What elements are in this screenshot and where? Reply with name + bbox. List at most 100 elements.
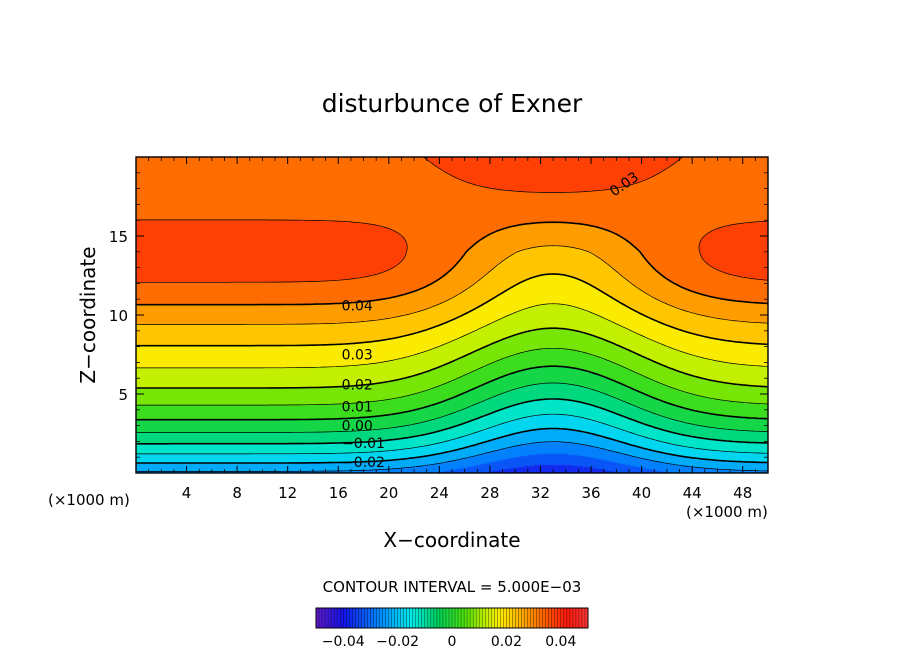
colorbar-segment bbox=[442, 608, 447, 628]
colorbar-segment bbox=[343, 608, 347, 628]
colorbar-segment bbox=[473, 608, 477, 628]
contour-line bbox=[136, 398, 768, 445]
colorbar-segment bbox=[581, 608, 586, 628]
contour-lines bbox=[136, 157, 768, 472]
colorbar-segment bbox=[316, 608, 320, 628]
colorbar-segment bbox=[488, 608, 492, 628]
colorbar-segment bbox=[340, 608, 344, 628]
colorbar-segment bbox=[376, 608, 380, 628]
x-tick-label: 16 bbox=[329, 484, 348, 502]
x-axis-label: X−coordinate bbox=[383, 528, 520, 552]
colorbar-segment bbox=[391, 608, 395, 628]
colorbar-segment bbox=[379, 608, 383, 628]
contour-line bbox=[136, 303, 768, 369]
colorbar-segment bbox=[328, 608, 332, 628]
colorbar-segment bbox=[572, 608, 577, 628]
colorbar-segment bbox=[385, 608, 389, 628]
colorbar-segment bbox=[448, 608, 453, 628]
x-tick-label: 32 bbox=[531, 484, 550, 502]
colorbar-segment bbox=[503, 608, 507, 628]
colorbar-segment bbox=[322, 608, 326, 628]
colorbar-segment bbox=[515, 608, 519, 628]
colorbar-segment bbox=[421, 608, 426, 628]
x-unit-label-right: (×1000 m) bbox=[686, 503, 768, 521]
contour-line bbox=[136, 245, 768, 325]
colorbar-segment bbox=[476, 608, 480, 628]
contour-line bbox=[136, 441, 768, 472]
colorbar-segment bbox=[539, 608, 543, 628]
colorbar-segment bbox=[430, 608, 435, 628]
colorbar-segment bbox=[394, 608, 398, 628]
colorbar-segment bbox=[551, 608, 556, 628]
x-tick-label: 28 bbox=[480, 484, 499, 502]
colorbar-tick-label: 0.04 bbox=[545, 634, 576, 650]
colorbar-segment bbox=[506, 608, 510, 628]
x-tick-label: 44 bbox=[683, 484, 702, 502]
colorbar bbox=[315, 607, 589, 629]
colorbar-segment bbox=[464, 608, 468, 628]
colorbar-segment bbox=[527, 608, 531, 628]
x-unit-label-left: (×1000 m) bbox=[48, 491, 130, 509]
contour-label: 0.03 bbox=[342, 348, 373, 364]
colorbar-segment bbox=[364, 608, 368, 628]
colorbar-segment bbox=[382, 608, 386, 628]
colorbar-segment bbox=[346, 608, 350, 628]
colorbar-segment bbox=[485, 608, 489, 628]
colorbar-segment bbox=[542, 608, 546, 628]
colorbar-segment bbox=[367, 608, 371, 628]
y-axis-ticks: 5 10 15 bbox=[109, 172, 768, 458]
contour-line bbox=[136, 327, 768, 389]
y-tick-label: 15 bbox=[109, 228, 128, 246]
contour-label: 0.00 bbox=[342, 419, 373, 435]
x-tick-label: 4 bbox=[182, 484, 192, 502]
colorbar-segment bbox=[518, 608, 522, 628]
colorbar-segment bbox=[584, 608, 589, 628]
colorbar-segment bbox=[352, 608, 356, 628]
contour-labels: 0.040.030.020.010.00−0.01−0.020.03 bbox=[342, 169, 642, 471]
colorbar-segment bbox=[560, 608, 565, 628]
contour-line bbox=[136, 365, 768, 421]
colorbar-segment bbox=[373, 608, 377, 628]
colorbar-segment bbox=[548, 608, 553, 628]
contour-interval-text: CONTOUR INTERVAL = 5.000E−03 bbox=[323, 578, 582, 596]
contour-line bbox=[136, 382, 768, 433]
x-tick-label: 24 bbox=[430, 484, 449, 502]
colorbar-segment bbox=[418, 608, 423, 628]
x-tick-label: 12 bbox=[278, 484, 297, 502]
colorbar-segment bbox=[427, 608, 432, 628]
colorbar-segment bbox=[554, 608, 559, 628]
colorbar-segment bbox=[439, 608, 444, 628]
colorbar-segment bbox=[355, 608, 359, 628]
colorbar-segment bbox=[412, 608, 417, 628]
colorbar-segment bbox=[524, 608, 528, 628]
colorbar-tick-label: −0.02 bbox=[376, 634, 419, 650]
colorbar-segment bbox=[563, 608, 568, 628]
filled-contour-field bbox=[136, 157, 768, 473]
colorbar-tick-label: 0 bbox=[448, 634, 457, 650]
colorbar-segment bbox=[458, 608, 462, 628]
colorbar-segment bbox=[461, 608, 465, 628]
contour-label: 0.04 bbox=[342, 299, 373, 315]
colorbar-segment bbox=[536, 608, 540, 628]
colorbar-tick-label: 0.02 bbox=[491, 634, 522, 650]
contour-line bbox=[136, 413, 768, 455]
colorbar-segment bbox=[397, 608, 401, 628]
colorbar-segment bbox=[545, 608, 550, 628]
x-axis-ticks: 4 8 12 16 20 24 28 32 36 40 44 48 bbox=[148, 157, 756, 502]
colorbar-segment bbox=[467, 608, 471, 628]
x-tick-label: 36 bbox=[581, 484, 600, 502]
x-tick-label: 40 bbox=[632, 484, 651, 502]
y-axis-label: Z−coordinate bbox=[76, 246, 100, 383]
colorbar-segment bbox=[370, 608, 374, 628]
colorbar-segment bbox=[557, 608, 562, 628]
colorbar-segment bbox=[575, 608, 580, 628]
colorbar-segment bbox=[494, 608, 498, 628]
colorbar-segment bbox=[452, 608, 456, 628]
colorbar-segment bbox=[400, 608, 404, 628]
colorbar-segment bbox=[334, 608, 338, 628]
colorbar-segment bbox=[509, 608, 513, 628]
colorbar-segment bbox=[566, 608, 571, 628]
colorbar-segment bbox=[497, 608, 501, 628]
colorbar-segment bbox=[479, 608, 483, 628]
